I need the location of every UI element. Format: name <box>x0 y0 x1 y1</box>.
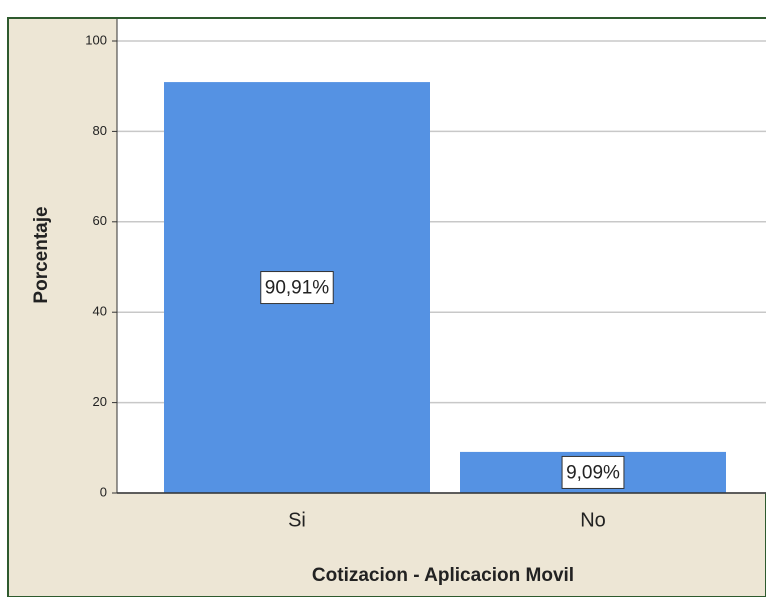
x-tick-label: Si <box>288 509 306 531</box>
y-tick-label: 20 <box>93 394 107 409</box>
x-axis-title: Cotizacion - Aplicacion Movil <box>312 565 574 586</box>
y-tick-label: 80 <box>93 123 107 138</box>
data-label: 9,09% <box>566 462 620 483</box>
y-tick-label: 40 <box>93 304 107 319</box>
x-tick-label: No <box>580 509 606 531</box>
y-tick-label: 100 <box>85 32 107 47</box>
data-label: 90,91% <box>265 278 330 299</box>
y-tick-label: 60 <box>93 213 107 228</box>
data-label-box <box>561 455 625 489</box>
y-axis-title: Porcentaje <box>31 206 52 303</box>
data-label-box <box>260 271 334 305</box>
y-tick-label: 0 <box>100 484 107 499</box>
